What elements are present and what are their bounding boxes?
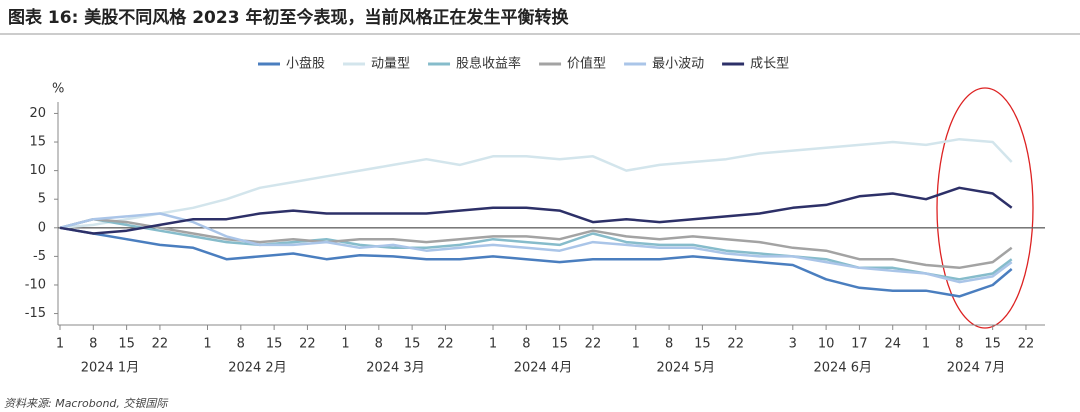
x-tick-label: 22 [152, 337, 169, 352]
x-tick-label: 1 [632, 337, 640, 352]
legend-label: 价值型 [567, 56, 606, 72]
x-tick-label: 1 [203, 337, 211, 352]
x-tick-label: 1 [341, 337, 349, 352]
x-tick-label: 22 [299, 337, 316, 352]
y-tick-label: 5 [38, 192, 46, 207]
x-tick-label: 8 [237, 337, 245, 352]
x-tick-label: 24 [884, 337, 901, 352]
month-label: 2024 5月 [656, 361, 715, 376]
x-tick-label: 15 [404, 337, 421, 352]
x-tick-label: 22 [585, 337, 602, 352]
source: 资料来源: Macrobond, 交银国际 [4, 397, 168, 410]
x-tick-label: 15 [266, 337, 283, 352]
month-label: 2024 3月 [366, 361, 425, 376]
x-tick-label: 1 [922, 337, 930, 352]
legend-label: 最小波动 [652, 57, 704, 72]
x-tick-label: 1 [489, 337, 497, 352]
y-unit: % [52, 82, 64, 97]
x-tick-label: 22 [437, 337, 454, 352]
highlight-ellipse [936, 87, 1034, 329]
x-tick-label: 15 [118, 337, 135, 352]
legend-label: 成长型 [750, 57, 789, 72]
series-line [59, 212, 1013, 284]
y-tick-label: -5 [33, 249, 46, 264]
y-tick-label: 15 [29, 135, 46, 150]
x-tick-label: 1 [56, 337, 64, 352]
x-tick-label: 17 [851, 337, 868, 352]
x-tick-label: 8 [375, 337, 383, 352]
x-tick-label: 8 [955, 337, 963, 352]
x-tick-label: 10 [818, 337, 835, 352]
chart-title: 图表 16: 美股不同风格 2023 年初至今表现，当前风格正在发生平衡转换 [8, 7, 569, 28]
x-tick-label: 8 [89, 337, 97, 352]
y-tick-label: 0 [38, 220, 46, 235]
x-tick-label: 8 [522, 337, 530, 352]
series-line [59, 226, 1013, 298]
legend-label: 动量型 [371, 57, 410, 72]
month-label: 2024 7月 [947, 361, 1006, 376]
y-tick-label: 20 [29, 106, 46, 121]
x-tick-label: 15 [694, 337, 711, 352]
x-tick-label: 22 [727, 337, 744, 352]
series-line [59, 137, 1013, 230]
x-tick-label: 22 [1018, 337, 1035, 352]
month-label: 2024 6月 [814, 361, 873, 376]
x-tick-label: 15 [984, 337, 1001, 352]
series-line [59, 186, 1013, 235]
series-line [59, 217, 1013, 270]
legend-label: 股息收益率 [456, 56, 521, 72]
y-tick-label: -10 [25, 277, 46, 292]
x-tick-label: 3 [789, 337, 797, 352]
y-tick-label: -15 [25, 306, 46, 321]
legend-label: 小盘股 [286, 56, 325, 72]
month-label: 2024 2月 [228, 361, 287, 376]
month-label: 2024 1月 [81, 361, 140, 376]
month-label: 2024 4月 [514, 361, 573, 376]
y-tick-label: 10 [29, 163, 46, 178]
x-tick-label: 15 [551, 337, 568, 352]
x-tick-label: 8 [665, 337, 673, 352]
